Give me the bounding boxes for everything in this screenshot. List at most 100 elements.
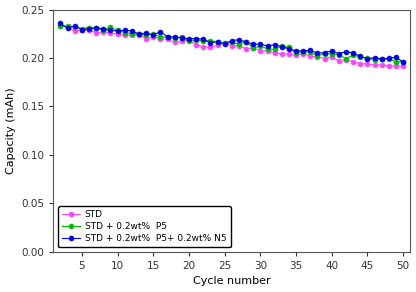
STD + 0.2wt%  P5 xyxy=(115,29,120,32)
STD + 0.2wt%  P5+ 0.2wt% N5 xyxy=(251,43,256,46)
STD xyxy=(108,31,113,35)
STD + 0.2wt%  P5+ 0.2wt% N5 xyxy=(229,39,234,42)
STD + 0.2wt%  P5+ 0.2wt% N5 xyxy=(287,47,292,51)
STD + 0.2wt%  P5 xyxy=(201,39,206,43)
STD + 0.2wt%  P5+ 0.2wt% N5 xyxy=(294,49,299,53)
STD + 0.2wt%  P5 xyxy=(244,40,249,44)
STD xyxy=(279,52,284,56)
STD + 0.2wt%  P5 xyxy=(329,52,334,55)
STD xyxy=(372,63,377,67)
STD xyxy=(208,46,213,49)
STD + 0.2wt%  P5 xyxy=(94,26,99,30)
STD + 0.2wt%  P5 xyxy=(344,57,349,60)
STD xyxy=(87,28,92,32)
STD xyxy=(151,35,156,39)
STD + 0.2wt%  P5+ 0.2wt% N5 xyxy=(172,35,177,39)
STD + 0.2wt%  P5 xyxy=(394,60,399,64)
STD + 0.2wt%  P5 xyxy=(172,37,177,40)
STD + 0.2wt%  P5 xyxy=(215,40,220,43)
STD + 0.2wt%  P5 xyxy=(315,54,320,58)
Line: STD: STD xyxy=(58,23,406,69)
STD + 0.2wt%  P5+ 0.2wt% N5 xyxy=(58,22,63,25)
STD + 0.2wt%  P5 xyxy=(65,25,70,28)
STD + 0.2wt%  P5+ 0.2wt% N5 xyxy=(308,48,313,52)
STD + 0.2wt%  P5+ 0.2wt% N5 xyxy=(151,33,156,37)
STD + 0.2wt%  P5 xyxy=(136,32,141,36)
STD + 0.2wt%  P5 xyxy=(208,39,213,43)
STD + 0.2wt%  P5+ 0.2wt% N5 xyxy=(358,55,363,58)
STD + 0.2wt%  P5 xyxy=(386,57,391,61)
STD + 0.2wt%  P5+ 0.2wt% N5 xyxy=(272,43,277,46)
STD + 0.2wt%  P5 xyxy=(287,46,292,49)
STD + 0.2wt%  P5 xyxy=(401,60,406,64)
STD + 0.2wt%  P5 xyxy=(308,51,313,54)
STD + 0.2wt%  P5+ 0.2wt% N5 xyxy=(79,28,84,31)
STD xyxy=(215,44,220,47)
STD xyxy=(358,62,363,65)
STD + 0.2wt%  P5 xyxy=(79,27,84,30)
STD xyxy=(351,60,356,64)
STD + 0.2wt%  P5+ 0.2wt% N5 xyxy=(244,40,249,44)
STD xyxy=(272,51,277,55)
STD xyxy=(365,62,370,65)
STD xyxy=(136,33,141,36)
STD + 0.2wt%  P5+ 0.2wt% N5 xyxy=(72,24,77,28)
STD + 0.2wt%  P5+ 0.2wt% N5 xyxy=(193,37,198,40)
STD + 0.2wt%  P5+ 0.2wt% N5 xyxy=(208,41,213,44)
STD + 0.2wt%  P5 xyxy=(251,46,256,50)
STD xyxy=(172,41,177,44)
STD xyxy=(308,54,313,58)
STD + 0.2wt%  P5+ 0.2wt% N5 xyxy=(386,57,391,60)
STD xyxy=(201,45,206,49)
STD xyxy=(165,37,170,41)
STD + 0.2wt%  P5 xyxy=(365,56,370,60)
STD xyxy=(144,37,149,41)
STD + 0.2wt%  P5+ 0.2wt% N5 xyxy=(279,45,284,48)
STD + 0.2wt%  P5 xyxy=(272,48,277,51)
STD + 0.2wt%  P5 xyxy=(179,35,184,39)
STD + 0.2wt%  P5+ 0.2wt% N5 xyxy=(337,52,342,55)
STD xyxy=(236,44,241,48)
STD xyxy=(344,58,349,61)
STD xyxy=(401,65,406,68)
STD xyxy=(329,55,334,59)
STD xyxy=(94,31,99,34)
STD xyxy=(394,64,399,68)
STD + 0.2wt%  P5 xyxy=(58,24,63,27)
STD + 0.2wt%  P5+ 0.2wt% N5 xyxy=(301,49,306,53)
STD + 0.2wt%  P5+ 0.2wt% N5 xyxy=(222,42,227,46)
STD xyxy=(229,44,234,48)
STD + 0.2wt%  P5+ 0.2wt% N5 xyxy=(158,30,163,33)
STD xyxy=(65,25,70,29)
STD + 0.2wt%  P5 xyxy=(193,39,198,42)
STD + 0.2wt%  P5+ 0.2wt% N5 xyxy=(115,29,120,33)
STD + 0.2wt%  P5 xyxy=(301,50,306,53)
STD + 0.2wt%  P5 xyxy=(222,41,227,45)
STD xyxy=(158,37,163,41)
STD + 0.2wt%  P5+ 0.2wt% N5 xyxy=(379,57,384,61)
STD + 0.2wt%  P5 xyxy=(265,47,270,51)
STD xyxy=(379,63,384,67)
Line: STD + 0.2wt%  P5: STD + 0.2wt% P5 xyxy=(58,23,406,64)
STD + 0.2wt%  P5+ 0.2wt% N5 xyxy=(394,55,399,59)
STD + 0.2wt%  P5 xyxy=(72,25,77,28)
STD + 0.2wt%  P5 xyxy=(322,52,327,55)
STD xyxy=(258,49,263,53)
STD + 0.2wt%  P5 xyxy=(236,42,241,46)
STD + 0.2wt%  P5+ 0.2wt% N5 xyxy=(329,49,334,53)
STD + 0.2wt%  P5+ 0.2wt% N5 xyxy=(344,50,349,53)
STD + 0.2wt%  P5 xyxy=(294,51,299,55)
STD + 0.2wt%  P5+ 0.2wt% N5 xyxy=(215,40,220,44)
STD + 0.2wt%  P5+ 0.2wt% N5 xyxy=(136,32,141,36)
STD + 0.2wt%  P5 xyxy=(372,58,377,62)
STD xyxy=(193,43,198,46)
STD xyxy=(244,47,249,51)
STD + 0.2wt%  P5+ 0.2wt% N5 xyxy=(144,31,149,35)
STD xyxy=(251,46,256,50)
STD xyxy=(58,24,63,27)
STD xyxy=(265,49,270,52)
STD + 0.2wt%  P5+ 0.2wt% N5 xyxy=(101,27,106,31)
STD xyxy=(315,55,320,58)
STD xyxy=(79,28,84,32)
STD + 0.2wt%  P5+ 0.2wt% N5 xyxy=(365,57,370,60)
